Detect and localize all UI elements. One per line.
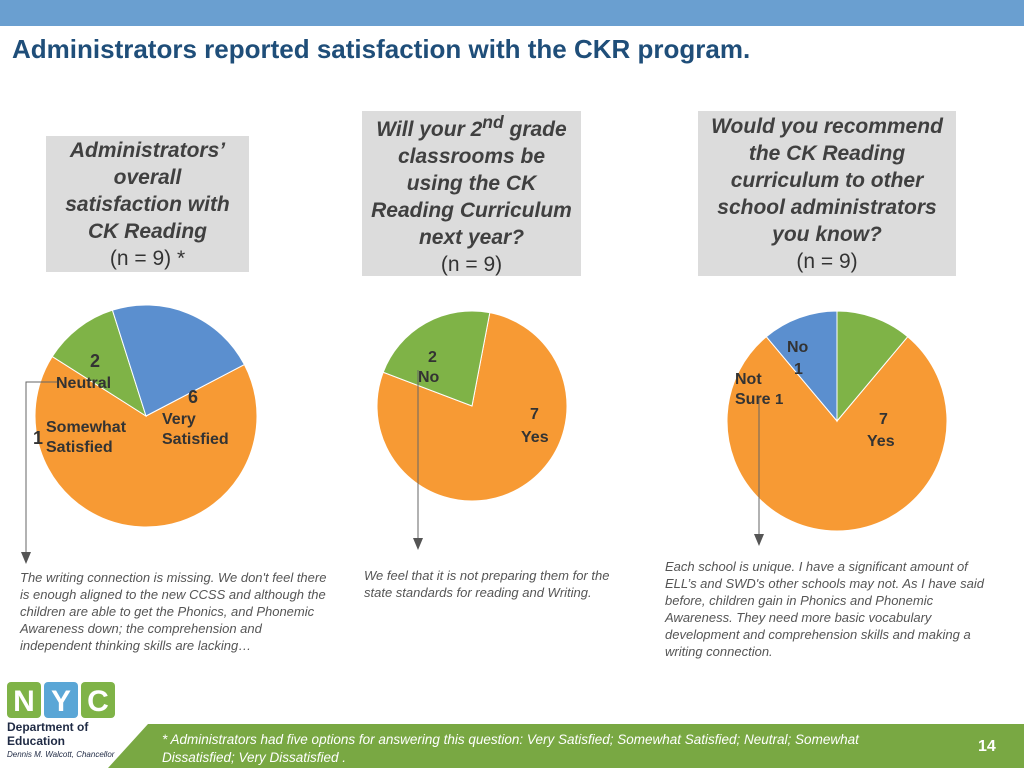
nyc-doe-logo: N Y C Department of Education Dennis M. … <box>7 682 147 762</box>
pie-chart-next-year <box>376 310 568 502</box>
logo-line: Education <box>7 734 66 748</box>
question-line: Would you recommend <box>711 114 943 138</box>
question-line: you know? <box>772 222 882 246</box>
label-line: Somewhat <box>46 419 127 436</box>
pie-slice-no <box>836 310 909 423</box>
logo-letter: N <box>13 685 35 718</box>
data-label-yes-count: 7 <box>879 411 888 428</box>
comment-text: We feel that it is not preparing them fo… <box>364 568 610 600</box>
question-box-next-year: Will your 2nd grade classrooms be using … <box>362 111 581 276</box>
nyc-wordmark: N Y C <box>7 682 147 718</box>
question-line: Will your 2nd grade <box>376 112 567 141</box>
callout-arrow <box>413 370 423 550</box>
data-label-neutral-count: 2 <box>90 351 101 371</box>
page-title: Administrators reported satisfaction wit… <box>12 34 751 64</box>
data-label-not-sure: Not Sure 1 <box>735 370 783 410</box>
pie-slice-somewhat-satisfied <box>51 309 147 418</box>
comment-text: Each school is unique. I have a signific… <box>665 559 984 659</box>
label-line: Sure <box>735 391 771 408</box>
pie-slice-not-sure <box>765 310 838 423</box>
callout-arrow <box>21 381 57 564</box>
data-label-yes: Yes <box>867 433 895 450</box>
callout-arrow <box>754 398 764 546</box>
pie-slice-yes <box>726 336 948 532</box>
question-line: next year? <box>418 226 525 249</box>
data-label-very-satisfied: Very Satisfied <box>162 410 229 450</box>
data-label-no-count: 1 <box>794 361 803 378</box>
question-line: overall <box>113 165 182 189</box>
pie-slice-neutral <box>111 304 246 417</box>
logo-letter: Y <box>51 685 71 718</box>
comment-text: The writing connection is missing. We do… <box>20 570 327 653</box>
question-line: the CK Reading <box>748 141 906 165</box>
question-n: (n = 9) <box>796 249 858 273</box>
data-label-no: No <box>418 369 440 386</box>
question-box-recommend: Would you recommend the CK Reading curri… <box>698 111 956 276</box>
question-n: (n = 9) <box>440 253 503 276</box>
pie-slice-very-satisfied <box>34 355 258 528</box>
data-label-somewhat-satisfied-count: 1 <box>33 428 44 448</box>
logo-line: Department of <box>7 720 89 734</box>
question-box-satisfaction: Administrators’ overall satisfaction wit… <box>46 136 249 272</box>
data-label-no: No <box>787 339 809 356</box>
question-line: school administrators <box>717 195 937 219</box>
label-line: Satisfied <box>46 439 113 456</box>
label-line: Not <box>735 371 762 388</box>
data-label-very-satisfied-count: 6 <box>188 387 199 407</box>
logo-chancellor: Dennis M. Walcott, Chancellor <box>7 750 115 759</box>
label-line: Satisfied <box>162 431 229 448</box>
top-banner <box>0 0 1024 26</box>
page-number: 14 <box>978 738 996 755</box>
label-count: 1 <box>775 391 784 408</box>
pie-chart-recommend <box>726 310 948 532</box>
data-label-somewhat-satisfied: Somewhat Satisfied <box>46 418 126 458</box>
logo-department: Department of Education <box>7 720 147 748</box>
question-line: classrooms be <box>397 145 546 168</box>
question-line: Administrators’ <box>69 138 226 162</box>
data-label-yes: Yes <box>521 429 549 446</box>
logo-letter: C <box>87 685 109 718</box>
footer-band <box>108 724 1024 768</box>
pie-slice-yes <box>376 312 568 502</box>
data-label-neutral: Neutral <box>56 375 112 392</box>
label-line: Very <box>162 411 196 428</box>
question-n: (n = 9) * <box>109 246 186 270</box>
question-line: curriculum to other <box>730 168 924 192</box>
data-label-no-count: 2 <box>428 349 437 366</box>
question-line: using the CK <box>406 172 537 195</box>
pie-slice-no <box>382 310 491 407</box>
nyc-letters-graphic: N Y C <box>7 682 115 718</box>
question-line: satisfaction with <box>65 192 230 216</box>
footnote: * Administrators had five options for an… <box>162 732 859 765</box>
question-line: Reading Curriculum <box>371 199 572 222</box>
pie-chart-satisfaction <box>34 304 258 528</box>
question-line: CK Reading <box>87 219 207 243</box>
data-label-yes-count: 7 <box>530 406 539 423</box>
